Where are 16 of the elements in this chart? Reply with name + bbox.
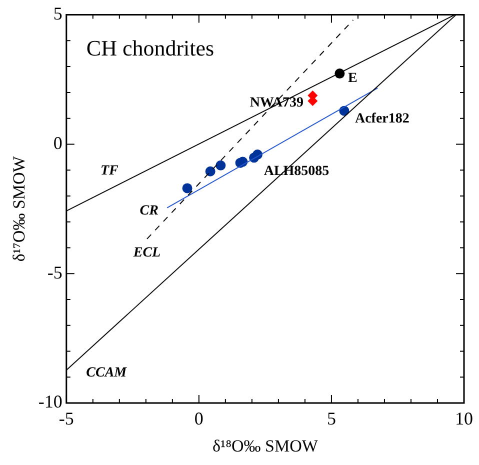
y-axis-title: δ¹⁷O‰ SMOW: [10, 155, 29, 262]
series-label: TF: [100, 164, 119, 179]
x-tick-label: 5: [326, 408, 336, 429]
x-tick-label: 0: [194, 408, 204, 429]
series-label: E: [348, 71, 358, 86]
y-tick-label: 5: [53, 4, 62, 24]
x-axis-title: δ¹⁸O‰ SMOW: [212, 436, 319, 456]
x-tick-label: 10: [455, 408, 473, 429]
y-tick-label: 0: [53, 132, 62, 153]
series-label: CR: [140, 203, 158, 218]
series-label: Acfer182: [354, 111, 410, 126]
series-label: ECL: [132, 246, 161, 261]
y-tick-label: -10: [38, 392, 62, 412]
y-tick-label: -5: [47, 262, 62, 282]
text: CH chondrites: [86, 36, 214, 61]
series-label: CCAM: [86, 366, 128, 381]
